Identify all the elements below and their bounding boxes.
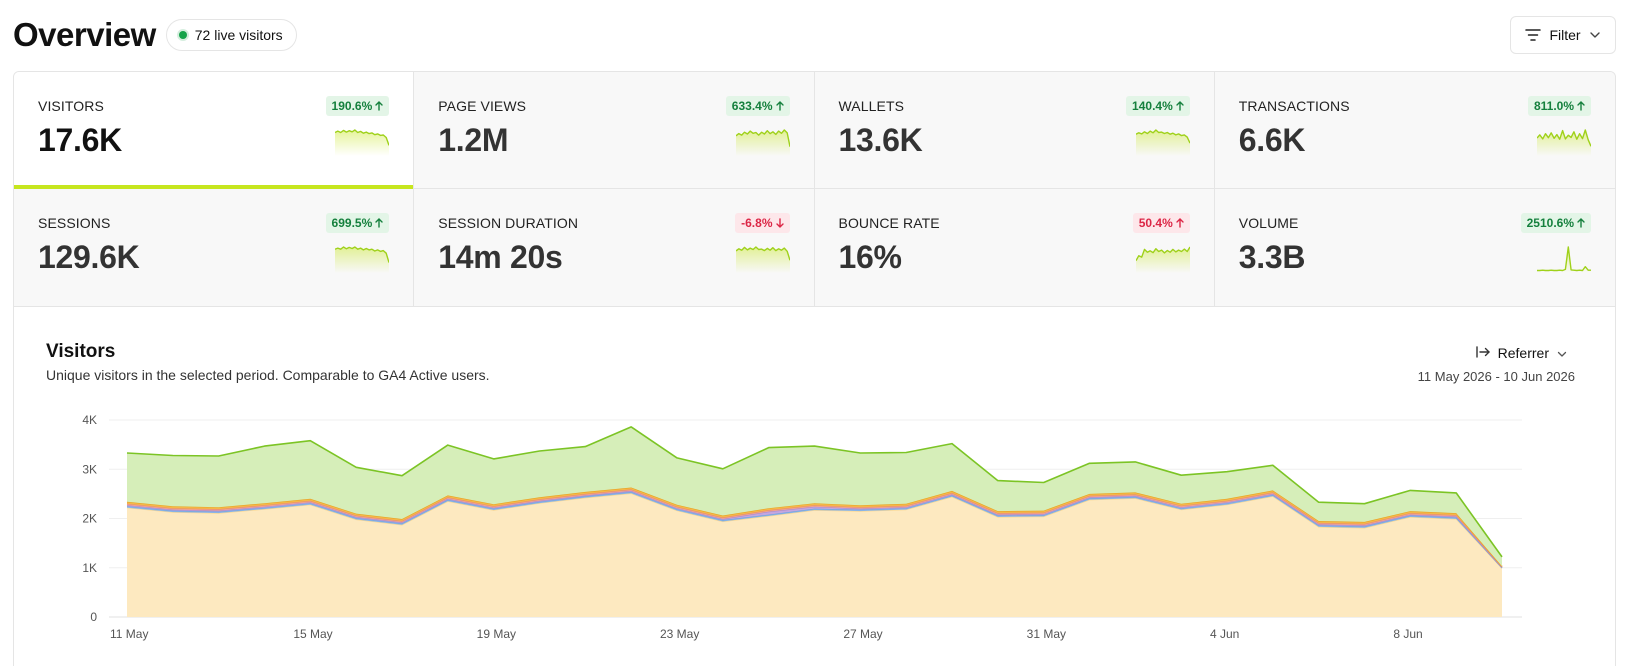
sparkline bbox=[335, 246, 390, 273]
metric-tile-volume[interactable]: VOLUME 3.3B 2510.6% bbox=[1214, 189, 1615, 306]
series-area-0 bbox=[127, 493, 1502, 617]
filter-button[interactable]: Filter bbox=[1510, 16, 1616, 54]
x-tick-label: 27 May bbox=[843, 627, 882, 641]
metric-value: 13.6K bbox=[838, 122, 923, 158]
change-badge: 140.4% bbox=[1126, 96, 1190, 116]
referrer-dropdown[interactable]: Referrer bbox=[1475, 341, 1567, 365]
referrer-label: Referrer bbox=[1497, 345, 1549, 361]
change-value: -6.8% bbox=[741, 216, 773, 230]
arrow-up-icon bbox=[1577, 218, 1585, 228]
arrow-down-icon bbox=[775, 218, 784, 228]
y-tick-label: 3K bbox=[82, 462, 97, 476]
change-value: 699.5% bbox=[331, 216, 373, 230]
series-area-5 bbox=[127, 426, 1502, 567]
sparkline bbox=[1135, 246, 1190, 273]
change-value: 140.4% bbox=[1132, 99, 1173, 113]
change-badge: 190.6% bbox=[325, 96, 390, 116]
change-value: 50.4% bbox=[1138, 216, 1173, 230]
x-tick-label: 23 May bbox=[660, 627, 699, 641]
sparkline bbox=[735, 246, 790, 273]
chevron-down-icon bbox=[1557, 345, 1567, 361]
overview-card: VISITORS 17.6K 190.6% PAGE VIEWS 1.2M 633.4% W… bbox=[13, 71, 1616, 666]
metrics-grid: VISITORS 17.6K 190.6% PAGE VIEWS 1.2M 633.4% W… bbox=[14, 72, 1615, 307]
live-status-icon bbox=[178, 31, 187, 39]
live-visitors-badge[interactable]: 72 live visitors bbox=[165, 19, 297, 51]
x-tick-label: 4 Jun bbox=[1210, 627, 1239, 641]
metric-label: VOLUME bbox=[1238, 215, 1299, 231]
metric-label: BOUNCE RATE bbox=[838, 215, 940, 231]
change-badge: 2510.6% bbox=[1520, 213, 1591, 233]
metric-tile-session-duration[interactable]: SESSION DURATION 14m 20s -6.8% bbox=[414, 189, 815, 306]
metric-value: 6.6K bbox=[1238, 122, 1306, 158]
live-visitors-count: 72 live visitors bbox=[194, 27, 283, 43]
filter-lines-icon bbox=[1525, 28, 1542, 42]
arrow-right-to-line-icon bbox=[1475, 345, 1490, 361]
x-tick-label: 31 May bbox=[1027, 627, 1066, 641]
change-value: 633.4% bbox=[731, 99, 773, 113]
sparkline bbox=[1537, 129, 1591, 156]
page-header: Overview 72 live visitors Filter bbox=[13, 14, 1616, 56]
metric-value: 129.6K bbox=[38, 239, 140, 275]
metric-label: VISITORS bbox=[38, 98, 104, 114]
page-title: Overview bbox=[13, 16, 156, 53]
change-badge: 633.4% bbox=[725, 96, 790, 116]
series-line-5 bbox=[126, 426, 1503, 558]
metric-value: 1.2M bbox=[438, 122, 509, 158]
metric-label: PAGE VIEWS bbox=[438, 98, 527, 114]
change-value: 190.6% bbox=[331, 99, 373, 113]
x-tick-label: 19 May bbox=[477, 627, 516, 641]
arrow-up-icon bbox=[1577, 101, 1585, 111]
metric-value: 3.3B bbox=[1238, 239, 1306, 275]
arrow-up-icon bbox=[1176, 218, 1184, 228]
date-range: 11 May 2026 - 10 Jun 2026 bbox=[1417, 369, 1575, 384]
sparkline bbox=[735, 129, 790, 156]
metric-label: SESSION DURATION bbox=[438, 215, 579, 231]
metric-label: WALLETS bbox=[838, 98, 905, 114]
y-tick-label: 0 bbox=[90, 610, 97, 624]
metric-value: 14m 20s bbox=[438, 239, 563, 275]
y-tick-label: 1K bbox=[82, 561, 97, 575]
change-badge: 811.0% bbox=[1527, 96, 1591, 116]
metric-tile-bounce-rate[interactable]: BOUNCE RATE 16% 50.4% bbox=[814, 189, 1215, 306]
metric-label: TRANSACTIONS bbox=[1238, 98, 1350, 114]
x-tick-label: 8 Jun bbox=[1393, 627, 1422, 641]
metric-tile-visitors[interactable]: VISITORS 17.6K 190.6% bbox=[14, 72, 415, 189]
metric-value: 16% bbox=[838, 239, 902, 275]
sparkline bbox=[335, 129, 390, 156]
change-value: 811.0% bbox=[1533, 99, 1574, 113]
metric-tile-transactions[interactable]: TRANSACTIONS 6.6K 811.0% bbox=[1214, 72, 1615, 189]
x-tick-label: 11 May bbox=[110, 627, 148, 641]
change-value: 2510.6% bbox=[1526, 216, 1574, 230]
chart-title: Visitors bbox=[46, 341, 116, 362]
sparkline bbox=[1537, 246, 1591, 273]
sparkline bbox=[1135, 129, 1190, 156]
change-badge: 50.4% bbox=[1132, 213, 1190, 233]
metric-tile-sessions[interactable]: SESSIONS 129.6K 699.5% bbox=[14, 189, 415, 306]
filter-label: Filter bbox=[1549, 27, 1581, 43]
metric-label: SESSIONS bbox=[38, 215, 111, 231]
arrow-up-icon bbox=[375, 218, 383, 228]
arrow-up-icon bbox=[1176, 101, 1184, 111]
metric-tile-wallets[interactable]: WALLETS 13.6K 140.4% bbox=[814, 72, 1215, 189]
metric-value: 17.6K bbox=[38, 122, 122, 158]
visitors-chart-section: Visitors Unique visitors in the selected… bbox=[14, 307, 1615, 666]
metric-tile-page-views[interactable]: PAGE VIEWS 1.2M 633.4% bbox=[414, 72, 815, 189]
y-tick-label: 4K bbox=[82, 413, 97, 427]
change-badge: 699.5% bbox=[325, 213, 390, 233]
x-tick-label: 15 May bbox=[293, 627, 332, 641]
visitors-area-chart: 0 1K 2K 3K 4K 11 May 15 May 19 May 23 May 27 May 3… bbox=[82, 413, 1522, 641]
y-tick-label: 2K bbox=[82, 512, 97, 526]
arrow-up-icon bbox=[775, 101, 784, 111]
arrow-up-icon bbox=[375, 101, 383, 111]
chevron-down-icon bbox=[1589, 31, 1601, 39]
change-badge: -6.8% bbox=[735, 213, 790, 233]
chart-subtitle: Unique visitors in the selected period. … bbox=[46, 367, 490, 383]
